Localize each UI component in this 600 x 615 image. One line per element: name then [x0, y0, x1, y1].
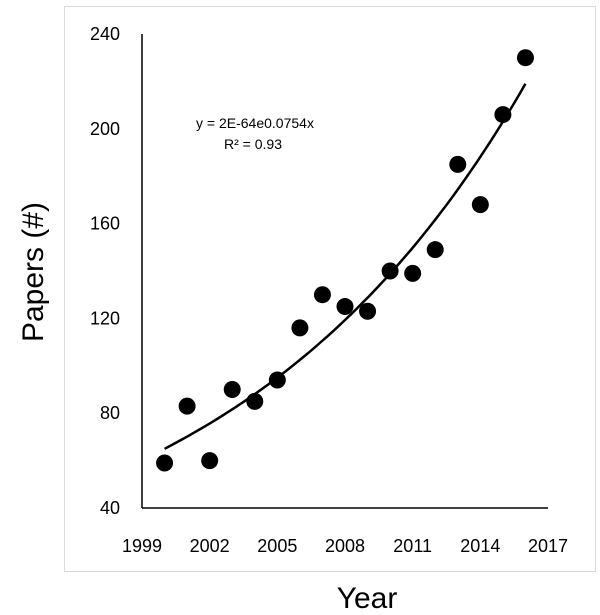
x-tick-label: 2002: [190, 536, 230, 556]
x-axis-title: Year: [337, 582, 398, 615]
x-tick-labels: 1999 2002 2005 2008 2011 2014 2017: [122, 536, 568, 556]
y-tick-labels: 40 80 120 160 200 240: [90, 24, 120, 518]
y-tick-label: 200: [90, 119, 120, 139]
axes: [141, 34, 548, 509]
y-axis-title: Papers (#): [17, 202, 50, 342]
data-point: [494, 106, 512, 124]
data-point: [246, 392, 264, 410]
data-points: [156, 49, 534, 472]
y-tick-label: 80: [100, 403, 120, 423]
data-point: [449, 155, 467, 173]
x-tick-label: 2014: [460, 536, 500, 556]
y-tick-label: 40: [100, 498, 120, 518]
data-point: [426, 241, 444, 259]
data-point: [359, 302, 377, 320]
x-tick-label: 2005: [257, 536, 297, 556]
x-tick-label: 1999: [122, 536, 162, 556]
data-point: [404, 264, 422, 282]
x-tick-label: 2008: [325, 536, 365, 556]
data-point: [201, 452, 219, 470]
data-point: [471, 196, 489, 214]
trendline: [164, 83, 527, 450]
x-tick-label: 2011: [393, 536, 432, 556]
x-tick-label: 2017: [528, 536, 568, 556]
data-point: [516, 49, 534, 67]
data-point: [313, 286, 331, 304]
y-tick-label: 160: [90, 214, 120, 234]
data-point: [223, 381, 241, 398]
chart-frame: [64, 6, 596, 572]
y-tick-label: 240: [90, 24, 120, 44]
data-point: [268, 371, 286, 389]
r-squared-label: R² = 0.93: [224, 136, 282, 152]
data-point: [291, 319, 309, 337]
data-point: [381, 262, 399, 280]
trendline-equation: y = 2E-64e0.0754x: [196, 115, 314, 131]
data-point: [178, 397, 196, 415]
data-point: [336, 298, 354, 316]
data-point: [156, 454, 174, 472]
y-tick-label: 120: [90, 308, 120, 328]
